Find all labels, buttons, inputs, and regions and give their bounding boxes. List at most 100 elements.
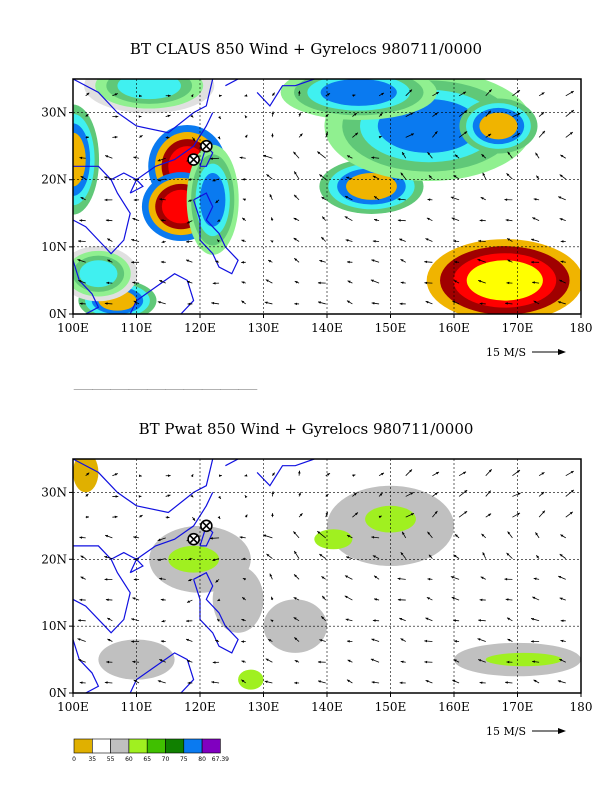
colorbar-label: 55 [107,756,115,763]
wind-arrowhead [480,576,484,580]
wind-arrowhead [479,302,483,305]
wind-arrowhead [517,90,520,93]
wind-arrowhead [241,300,245,304]
colorbar-label: 67.39 [212,756,229,763]
wind-arrowhead [452,679,456,683]
wind-arrowhead [379,113,383,117]
wind-arrowhead [352,474,356,477]
colorbar-swatch [183,738,203,754]
wind-arrowhead [424,281,428,285]
wind-arrowhead [77,239,81,243]
wind-arrowhead [434,511,438,514]
wind-arrowhead [133,198,137,202]
wind-arrowhead [266,174,270,178]
wind-arrowhead [434,131,438,135]
wind-arrowhead [371,681,375,684]
wind-arrowhead [79,302,83,305]
wind-arrowhead [104,555,108,559]
x-tick-label: 170E [502,321,534,335]
wind-arrowhead [506,660,510,664]
wind-arrowhead [298,492,301,496]
wind-arrowhead [132,281,136,285]
coastline [199,524,214,547]
wind-arrowhead [80,176,84,179]
wind-arrowhead [293,531,297,535]
pwat-wind-plot: 100E 110E 120E 130E 140E 150E 160E 170E 180 0N 10N… [41,458,592,763]
wind-arrowhead [531,238,535,242]
wind-arrowhead [186,619,189,623]
wind-arrowhead [85,493,89,497]
field-blob [117,79,181,100]
wind-arrowhead [570,471,574,474]
wind-arrowhead [217,516,221,519]
wind-arrowhead [86,515,89,519]
wind-arrowhead [86,92,90,96]
wind-arrowhead [209,157,213,160]
wind-arrowhead [139,515,143,518]
wind-arrowhead [371,156,375,159]
wind-arrowhead [507,531,511,535]
coastline [129,178,144,194]
wind-arrowhead [241,239,245,243]
wind-arrowhead [327,473,331,476]
wind-arrowhead [507,259,511,263]
chart-title-claus: BT CLAUS 850 Wind + Gyrelocs 980711/0000 [129,40,483,58]
wind-arrowhead [535,152,539,156]
gyre-location-marker [187,532,200,546]
wind-arrowhead [131,618,135,621]
wind-arrowhead [138,474,142,478]
wind-arrowhead [263,534,267,538]
wind-arrowhead [321,616,325,620]
x-tick-label: 110E [121,321,153,335]
wind-arrowhead [463,91,467,95]
wind-arrowhead [346,300,350,304]
wind-arrowhead [532,596,536,600]
wind-arrowhead [159,198,163,201]
wind-arrowhead [294,681,298,685]
wind-arrowhead [244,474,248,477]
wind-arrowhead [217,618,220,622]
wind-arrowhead [166,136,170,139]
colorbar-swatch [110,738,130,754]
wind-arrowhead [209,536,213,540]
wind-arrowhead [560,639,564,643]
chart-title-pwat: BT Pwat 850 Wind + Gyrelocs 980711/0000 [138,420,474,438]
wind-arrowhead [188,199,192,202]
wind-arrowhead [344,216,348,219]
wind-arrowhead [242,577,246,581]
wind-arrowhead [372,619,376,622]
wind-arrowhead [133,300,137,304]
wind-arrowhead [107,238,111,242]
wind-arrowhead [453,659,457,662]
colorbar: 0 35 55 60 65 70 75 80 67.39 [72,738,229,763]
wind-arrowhead [435,92,439,95]
wind-arrowhead [346,260,350,264]
wind-arrowhead [138,495,142,498]
wind-arrowhead [569,132,573,135]
plot-area: 100E 110E 120E 130E 140E 150E 160E 170E 180 0N 10N… [41,78,592,359]
colorbar-label: 60 [125,756,133,763]
wind-arrowhead [410,492,414,495]
wind-arrowhead [346,640,350,643]
field-blob [485,652,562,667]
wind-arrowhead [535,532,539,536]
wind-arrowhead [132,597,136,600]
wind-arrowhead [559,554,563,557]
wind-vectors [77,469,575,685]
wind-arrowhead [241,640,244,643]
wind-arrowhead [355,132,358,136]
wind-arrowhead [270,217,274,221]
wind-arrowhead [504,198,508,202]
wind-arrowhead [80,555,84,559]
field-blob [263,599,327,653]
field-blob [346,173,397,200]
wind-arrowhead [299,513,303,517]
wind-arrowhead [371,536,375,539]
wind-arrowhead [424,260,428,264]
wind-arrowhead [374,218,378,222]
wind-arrowhead [371,301,375,305]
wind-arrowhead [517,492,521,496]
coastline [73,559,131,634]
wind-arrowhead [115,495,119,498]
wind-arrowhead [114,515,118,519]
